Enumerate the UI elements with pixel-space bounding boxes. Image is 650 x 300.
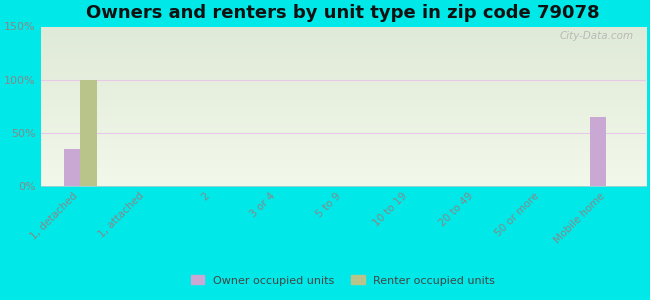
Bar: [80, 80, 97, 186]
Legend: Owner occupied units, Renter occupied units: Owner occupied units, Renter occupied un…: [188, 272, 499, 289]
Title: Owners and renters by unit type in zip code 79078: Owners and renters by unit type in zip c…: [86, 4, 600, 22]
Text: City-Data.com: City-Data.com: [560, 31, 634, 41]
Bar: [590, 117, 606, 186]
Bar: [64, 149, 80, 186]
